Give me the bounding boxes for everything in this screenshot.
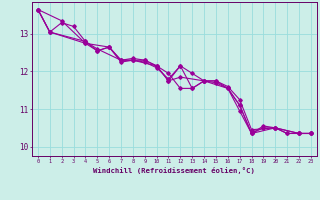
X-axis label: Windchill (Refroidissement éolien,°C): Windchill (Refroidissement éolien,°C) [93,167,255,174]
